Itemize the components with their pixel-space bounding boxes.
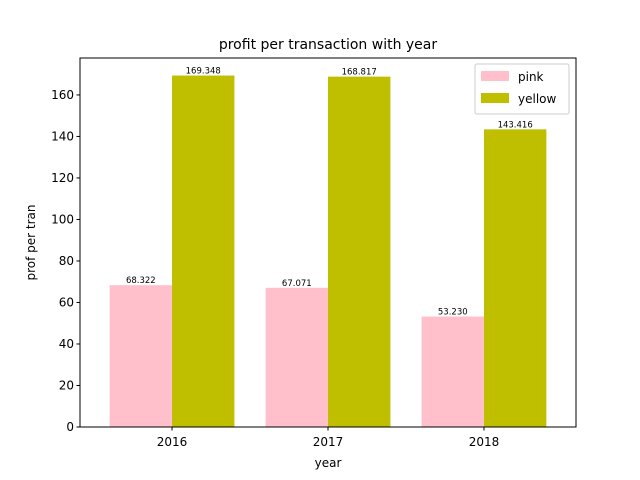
chart-title: profit per transaction with year	[219, 37, 438, 53]
y-tick-label: 0	[66, 420, 74, 434]
data-label-yellow-2017: 168.817	[342, 68, 377, 78]
y-tick-label: 140	[51, 129, 74, 143]
y-axis-label: prof per tran	[24, 204, 38, 280]
x-tick-label: 2018	[469, 435, 500, 449]
y-tick-label: 60	[59, 295, 74, 309]
y-tick-label: 120	[51, 171, 74, 185]
bars-layer	[109, 75, 547, 428]
legend: pink yellow	[474, 63, 570, 115]
x-axis-ticks: 2016 2017 2018	[157, 427, 499, 449]
bar-yellow-2016	[172, 75, 235, 428]
bar-pink-2016	[109, 285, 173, 427]
bar-yellow-2018	[483, 129, 547, 427]
y-axis-ticks: 0 20 40 60 80 100 120 140 160	[51, 88, 80, 434]
x-axis-label: year	[315, 456, 342, 470]
y-tick-label: 100	[51, 212, 74, 226]
y-tick-label: 40	[59, 337, 74, 351]
bar-yellow-2017	[328, 76, 391, 427]
y-tick-label: 80	[59, 254, 74, 268]
bar-pink-2018	[421, 316, 484, 427]
data-labels-layer: 68.322 67.071 53.230 169.348 168.817 143.416	[126, 67, 533, 318]
data-label-pink-2016: 68.322	[126, 276, 156, 286]
data-label-yellow-2018: 143.416	[498, 120, 533, 130]
legend-swatch-yellow	[481, 93, 509, 103]
y-tick-label: 20	[59, 378, 74, 392]
x-tick-label: 2016	[157, 435, 188, 449]
plot-frame	[79, 57, 577, 428]
data-label-pink-2017: 67.071	[282, 279, 312, 289]
y-tick-label: 160	[51, 88, 74, 102]
legend-swatch-pink	[481, 71, 509, 81]
x-tick-label: 2017	[313, 435, 344, 449]
bar-pink-2017	[265, 287, 328, 427]
data-label-yellow-2016: 169.348	[186, 67, 221, 77]
legend-label-pink: pink	[518, 70, 544, 84]
data-label-pink-2018: 53.230	[438, 308, 468, 318]
legend-label-yellow: yellow	[518, 92, 556, 106]
